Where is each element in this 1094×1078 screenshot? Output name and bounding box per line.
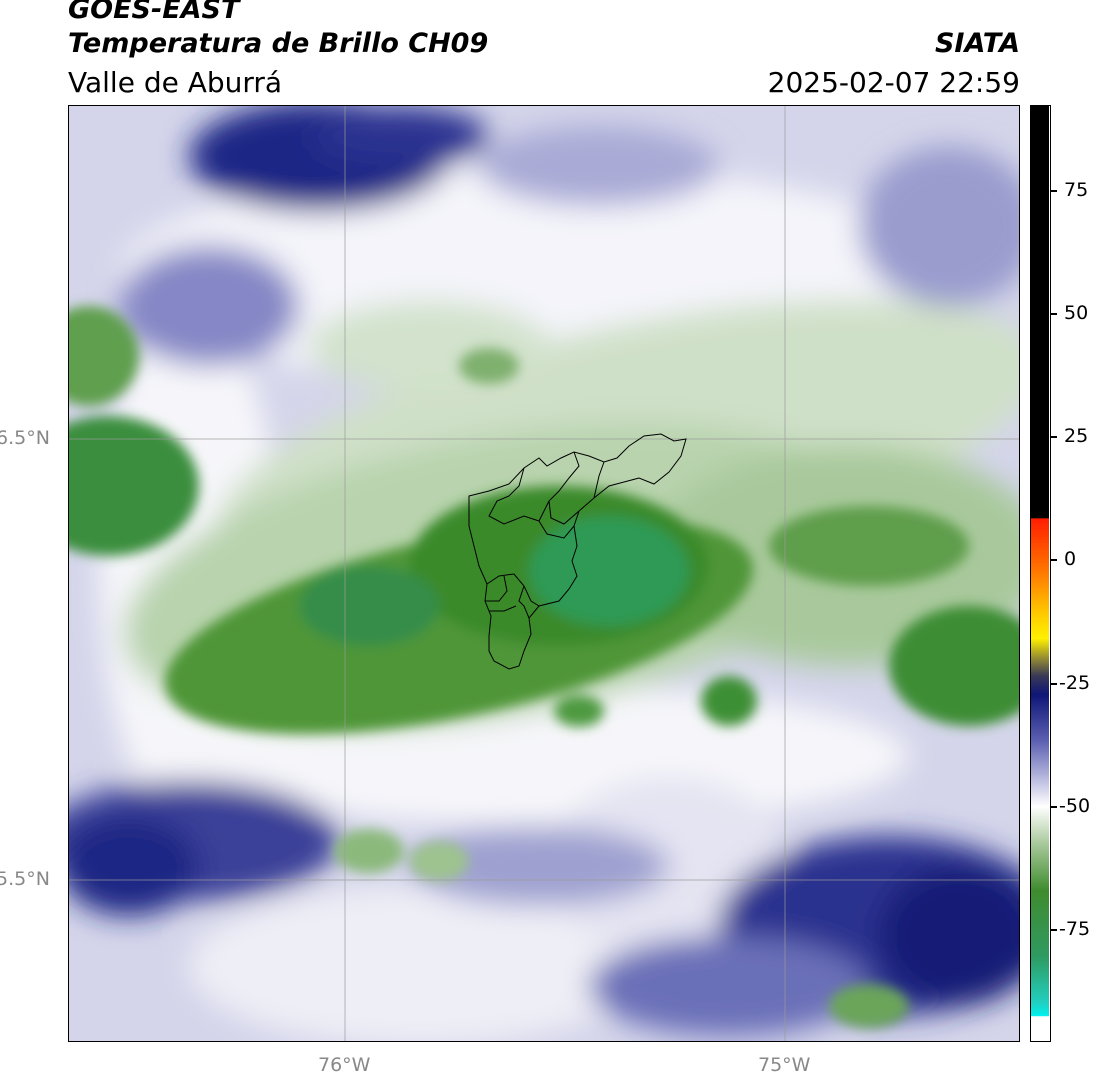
colorbar-tick xyxy=(1051,190,1057,192)
colorbar-tick xyxy=(1051,929,1057,931)
datetime-label: 2025-02-07 22:59 xyxy=(767,66,1020,99)
agency-label: SIATA xyxy=(934,28,1020,59)
lon-label-75: 75°W xyxy=(758,1054,811,1076)
region-label: Valle de Aburrá xyxy=(68,66,283,99)
colorbar-label-neg25: -25 xyxy=(1059,672,1091,694)
colorbar-tick xyxy=(1051,313,1057,315)
brightness-temperature-field xyxy=(69,106,1019,1041)
colorbar-tick xyxy=(1051,806,1057,808)
satellite-map[interactable] xyxy=(68,105,1020,1042)
lat-label-6-5: 6.5°N xyxy=(0,427,50,449)
colorbar-label-0: 0 xyxy=(1064,548,1077,570)
lon-label-76: 76°W xyxy=(318,1054,371,1076)
colorbar-label-neg50: -50 xyxy=(1059,795,1091,817)
colorbar-label-25: 25 xyxy=(1064,425,1089,447)
graticule xyxy=(69,106,1019,1041)
colorbar-tick xyxy=(1051,559,1057,561)
colorbar-label-neg75: -75 xyxy=(1059,918,1091,940)
channel-subtitle: Temperatura de Brillo CH09 xyxy=(68,28,489,59)
colorbar-tick xyxy=(1051,683,1057,685)
colorbar-tick xyxy=(1051,436,1057,438)
lat-label-5-5: 5.5°N xyxy=(0,868,50,890)
municipality-boundaries xyxy=(468,433,687,670)
product-title: GOES-EAST xyxy=(68,0,240,25)
colorbar xyxy=(1030,105,1051,1042)
colorbar-label-75: 75 xyxy=(1064,179,1089,201)
colorbar-label-50: 50 xyxy=(1064,302,1089,324)
